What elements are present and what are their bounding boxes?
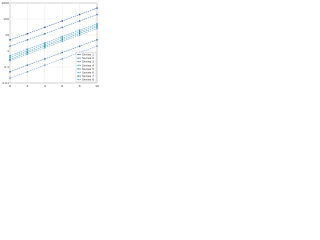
marker [44, 64, 46, 66]
series-line [9, 39, 98, 73]
marker [61, 26, 63, 29]
marker [9, 59, 11, 62]
marker [96, 27, 98, 30]
legend-marker [78, 71, 80, 74]
marker [61, 20, 63, 22]
marker [9, 77, 11, 79]
series-line [9, 26, 98, 60]
legend-label: Series 7 [82, 74, 94, 78]
legend-marker [78, 64, 80, 66]
marker [26, 33, 29, 35]
legend-label: Series 2 [82, 56, 94, 60]
marker [44, 26, 46, 29]
marker [26, 71, 29, 73]
marker [78, 45, 81, 47]
marker [26, 48, 29, 50]
legend-box [75, 52, 97, 83]
marker [96, 24, 98, 27]
marker [9, 56, 11, 59]
legend-label: Series 5 [82, 67, 94, 71]
marker [44, 47, 46, 49]
y-tick-label: 0.01 [2, 81, 9, 85]
marker [78, 32, 81, 35]
marker [61, 37, 63, 39]
x-tick-label: 0 [9, 84, 11, 88]
series-line [9, 28, 98, 61]
marker [44, 58, 46, 60]
x-tick-label: 2 [26, 84, 28, 88]
marker [78, 20, 81, 22]
marker [44, 42, 46, 44]
legend-marker [78, 61, 80, 63]
marker [9, 58, 11, 61]
y-tick-label: 100 [3, 17, 9, 21]
legend-marker [78, 68, 80, 70]
y-tick-label: 0.1 [4, 65, 9, 69]
marker [78, 31, 81, 33]
marker [61, 35, 63, 38]
marker [78, 13, 81, 16]
marker [96, 26, 98, 28]
legend-label: Series 3 [82, 60, 94, 64]
y-tick-label: 1 [7, 49, 9, 53]
marker [78, 29, 81, 31]
marker [78, 34, 81, 36]
x-tick-label: 4 [44, 84, 46, 88]
legend-marker [78, 79, 80, 81]
legend-label: Series 1 [82, 53, 94, 57]
marker [9, 39, 11, 41]
marker [96, 7, 98, 9]
marker [96, 39, 98, 41]
marker [61, 40, 63, 43]
legend-marker [78, 57, 80, 59]
marker [9, 71, 11, 73]
y-tick-label: 10 [5, 33, 9, 37]
series-line [9, 7, 98, 41]
series-line [9, 25, 98, 58]
marker [96, 45, 98, 47]
y-tick-label: 1000 [1, 1, 9, 5]
series-line [9, 14, 98, 47]
series-line [9, 23, 98, 57]
marker [44, 45, 46, 47]
marker [61, 39, 63, 41]
legend-marker [78, 75, 80, 77]
marker [44, 43, 46, 46]
marker [26, 50, 29, 52]
marker [26, 53, 29, 55]
marker [61, 58, 63, 60]
marker [44, 33, 46, 35]
marker [9, 55, 11, 57]
marker [26, 39, 29, 41]
marker [96, 13, 98, 16]
legend-marker [78, 53, 80, 56]
marker [61, 51, 63, 54]
x-tick-label: 8 [79, 84, 81, 88]
legend-label: Series 8 [82, 78, 94, 82]
marker [26, 64, 29, 66]
x-tick-label: 10 [95, 84, 99, 88]
marker [96, 23, 98, 25]
marker [9, 45, 11, 47]
x-tick-label: 6 [61, 84, 63, 88]
legend-label: Series 4 [82, 63, 94, 67]
legend-label: Series 6 [82, 71, 94, 75]
marker [26, 51, 29, 54]
series-line [9, 45, 98, 79]
